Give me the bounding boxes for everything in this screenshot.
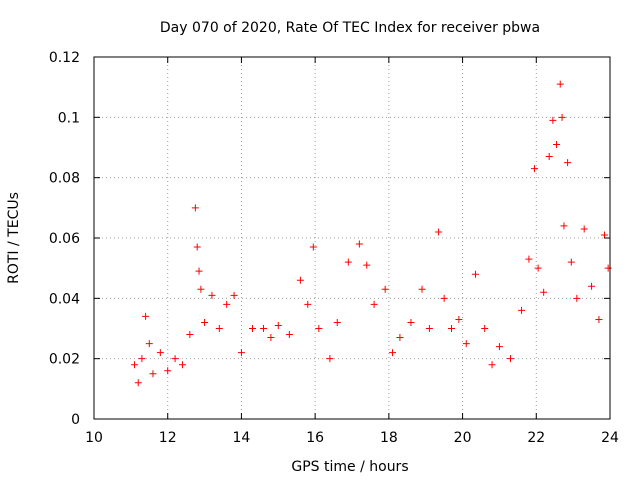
- data-point: [201, 318, 209, 326]
- data-point: [344, 258, 352, 266]
- y-tick-label: 0.12: [49, 50, 80, 66]
- data-point: [333, 318, 341, 326]
- data-point: [440, 294, 448, 302]
- data-point: [560, 222, 568, 230]
- data-point: [600, 231, 608, 239]
- data-point: [481, 325, 489, 332]
- data-point: [260, 325, 268, 332]
- data-point: [138, 355, 146, 363]
- data-point: [134, 379, 142, 387]
- chart-title: Day 070 of 2020, Rate Of TEC Index for r…: [160, 20, 540, 36]
- data-point: [131, 361, 139, 369]
- x-tick-label: 18: [380, 430, 398, 446]
- data-point: [518, 306, 526, 314]
- data-point: [309, 243, 317, 251]
- x-tick-label: 20: [454, 430, 472, 446]
- data-point: [506, 355, 514, 363]
- x-tick-label: 16: [306, 430, 324, 446]
- data-point: [193, 243, 201, 251]
- data-point: [448, 325, 456, 332]
- data-point: [156, 349, 164, 357]
- data-point: [564, 159, 572, 167]
- data-point: [588, 282, 596, 290]
- data-point: [208, 291, 216, 299]
- grid: [94, 57, 610, 419]
- y-tick-label: 0: [71, 412, 80, 428]
- data-point: [326, 355, 334, 363]
- data-points: [131, 80, 612, 387]
- data-point: [171, 355, 179, 363]
- data-point: [178, 361, 186, 369]
- x-tick-label: 12: [159, 430, 177, 446]
- data-point: [549, 116, 557, 124]
- data-point: [553, 140, 561, 148]
- plot-frame: [93, 56, 611, 420]
- data-point: [164, 367, 172, 375]
- data-point: [248, 325, 256, 332]
- data-point: [381, 285, 389, 293]
- data-point: [488, 361, 496, 369]
- data-point: [237, 349, 245, 357]
- data-point: [363, 261, 371, 269]
- data-point: [567, 258, 575, 266]
- data-point: [580, 225, 588, 233]
- data-point: [530, 165, 538, 173]
- y-tick-label: 0.08: [49, 171, 80, 187]
- y-tick-label: 0.06: [49, 231, 80, 247]
- x-axis-label: GPS time / hours: [291, 459, 408, 475]
- data-point: [186, 331, 194, 339]
- data-point: [267, 334, 275, 342]
- data-point: [435, 228, 443, 236]
- data-point: [285, 331, 293, 339]
- y-axis: 0 0.02 0.04 0.06 0.08 0.1 0.12: [49, 50, 610, 428]
- data-point: [455, 315, 463, 323]
- data-point: [296, 276, 304, 284]
- x-tick-label: 22: [527, 430, 545, 446]
- x-tick-label: 24: [601, 430, 619, 446]
- data-point: [191, 204, 199, 212]
- data-point: [274, 321, 282, 329]
- data-point: [304, 300, 312, 308]
- x-axis: 10 12 14 16 18 20 22 24: [85, 57, 619, 446]
- data-point: [573, 294, 581, 302]
- data-point: [223, 300, 231, 308]
- data-point: [407, 318, 415, 326]
- data-point: [195, 267, 203, 275]
- data-point: [595, 315, 603, 323]
- data-point: [145, 340, 153, 348]
- x-tick-label: 10: [85, 430, 103, 446]
- data-point: [396, 334, 404, 342]
- data-point: [215, 325, 223, 332]
- data-point: [525, 255, 533, 263]
- data-point: [540, 288, 548, 296]
- data-point: [389, 349, 397, 357]
- data-point: [425, 325, 433, 332]
- data-point: [545, 153, 553, 161]
- data-point: [149, 370, 157, 378]
- y-tick-label: 0.1: [58, 110, 80, 126]
- data-point: [355, 240, 363, 248]
- data-point: [197, 285, 205, 293]
- data-point: [370, 300, 378, 308]
- y-tick-label: 0.02: [49, 352, 80, 368]
- data-point: [142, 312, 150, 320]
- y-axis-label: ROTI / TECUs: [6, 192, 22, 284]
- data-point: [418, 285, 426, 293]
- data-point: [495, 343, 503, 351]
- data-point: [315, 325, 323, 332]
- data-point: [558, 113, 566, 121]
- y-tick-label: 0.04: [49, 291, 80, 307]
- data-point: [462, 340, 470, 348]
- data-point: [556, 80, 564, 88]
- data-point: [534, 264, 542, 272]
- data-point: [230, 291, 238, 299]
- data-point: [471, 270, 479, 278]
- x-tick-label: 14: [233, 430, 251, 446]
- data-point: [604, 264, 612, 272]
